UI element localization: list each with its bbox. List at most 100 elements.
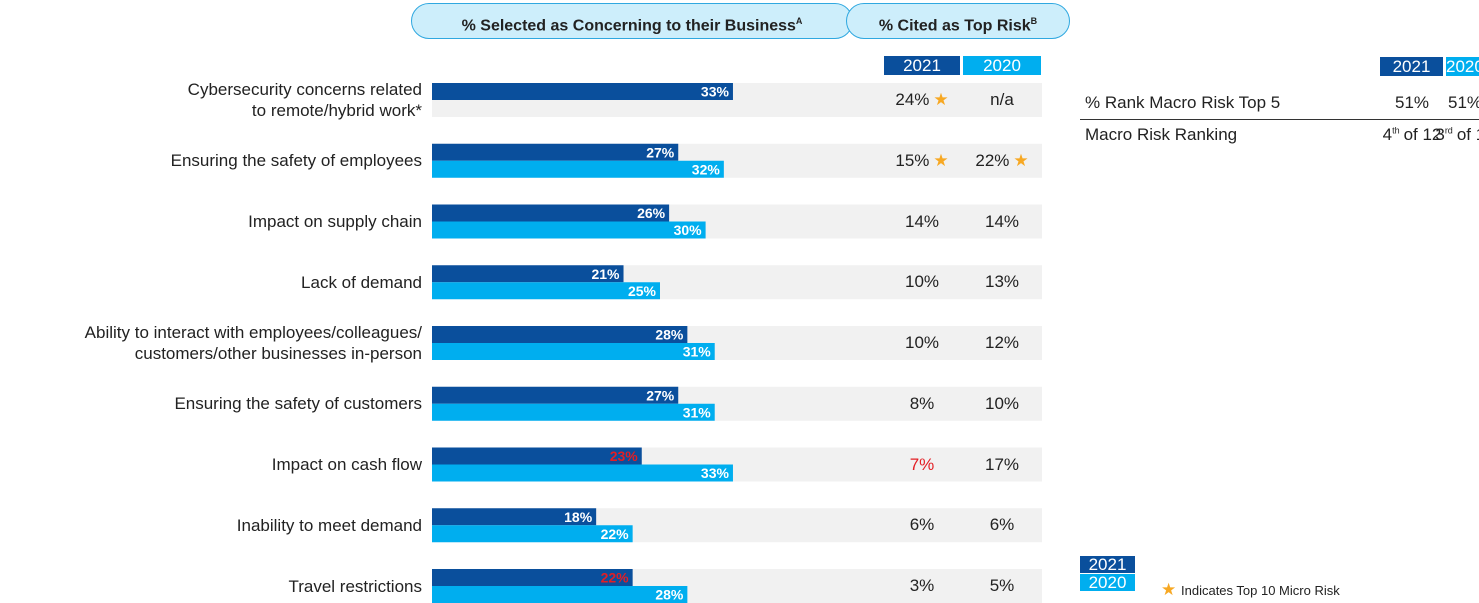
bar xyxy=(432,265,624,283)
category-label: Ensuring the safety of employees xyxy=(170,151,422,171)
bar xyxy=(432,525,633,543)
bar-label: 22% xyxy=(601,526,630,542)
star: ★ xyxy=(933,90,949,109)
bar-label: 23% xyxy=(610,448,639,464)
macro-cell: 51% xyxy=(1372,93,1452,113)
bar xyxy=(432,403,715,421)
header-pill: % Cited as Top RiskB xyxy=(846,3,1070,39)
top-risk-cell: 14% xyxy=(952,212,1052,232)
bar-label: 28% xyxy=(655,327,684,343)
bar-label: 18% xyxy=(564,509,593,525)
legend-swatch: 2021 xyxy=(1080,556,1135,573)
bar xyxy=(432,143,679,161)
top-risk-value: 15% xyxy=(895,150,930,170)
top-risk-cell: 24% ★ xyxy=(872,90,972,110)
top-risk-value: 14% xyxy=(904,211,940,231)
header-sup: A xyxy=(795,16,803,26)
category-label: Impact on supply chain xyxy=(248,212,422,231)
bar-label: 33% xyxy=(701,84,730,100)
top-risk-value: 10% xyxy=(984,393,1020,413)
bar xyxy=(432,160,724,178)
top-risk-cell: 22% ★ xyxy=(952,151,1052,171)
macro-tail: of 12 xyxy=(1456,125,1479,144)
macro-tail: of 12 xyxy=(1403,125,1442,144)
divider xyxy=(1080,119,1479,120)
year-header: 2021 xyxy=(884,56,960,75)
top-risk-cell: 10% xyxy=(872,333,972,353)
top-risk-value: 6% xyxy=(989,515,1015,535)
bar xyxy=(432,508,597,526)
macro-value: 4 xyxy=(1382,125,1393,144)
top-risk-value: 6% xyxy=(909,515,935,535)
bar xyxy=(432,447,642,465)
bar-label: 26% xyxy=(637,205,666,221)
top-risk-value: 10% xyxy=(904,272,940,292)
bar-label: 28% xyxy=(655,587,684,603)
category-label: Cybersecurity concerns related to remote… xyxy=(187,80,422,120)
bar-label: 31% xyxy=(683,344,712,360)
top-risk-cell: 5% xyxy=(952,576,1052,596)
year-header: 2021 xyxy=(1380,57,1443,76)
star: ★ xyxy=(933,150,949,170)
category-label: Travel restrictions xyxy=(288,576,422,596)
header-text: % Cited as Top Risk xyxy=(878,17,1031,35)
bar xyxy=(432,343,715,360)
top-risk-value: n/a xyxy=(990,90,1014,109)
top-risk-value: 10% xyxy=(904,333,940,352)
bar-label: 27% xyxy=(646,144,675,160)
top-risk-cell: 15% ★ xyxy=(872,151,972,171)
bar xyxy=(432,386,679,404)
top-risk-value: 5% xyxy=(989,576,1015,595)
macro-sup: th xyxy=(1392,125,1400,136)
macro-label: Macro Risk Ranking xyxy=(1085,125,1238,144)
top-risk-cell: 14% xyxy=(872,212,972,232)
top-risk-cell: 3% xyxy=(872,576,972,596)
macro-sup: rd xyxy=(1444,125,1453,136)
bar-label: 31% xyxy=(683,404,712,420)
header-text: % Selected as Concerning to their Busine… xyxy=(461,17,796,35)
category-label: Ensuring the safety of customers xyxy=(174,394,422,414)
category-label: Impact on cash flow xyxy=(271,455,422,474)
top-risk-value: 13% xyxy=(984,272,1020,292)
bar-label: 27% xyxy=(646,387,675,403)
top-risk-cell: 6% xyxy=(952,515,1052,535)
bar xyxy=(432,221,706,239)
bar xyxy=(432,83,733,100)
header-pill: % Selected as Concerning to their Busine… xyxy=(411,3,853,39)
top-risk-value: 8% xyxy=(909,393,935,413)
bar-label: 25% xyxy=(628,283,657,299)
year-header: 2020 xyxy=(963,56,1041,75)
top-risk-cell: 17% xyxy=(952,455,1052,475)
star: ★ xyxy=(1013,150,1029,170)
category-label: Lack of demand xyxy=(301,272,422,292)
bar-label: 33% xyxy=(701,465,730,481)
bar-label: 32% xyxy=(692,161,721,177)
bar xyxy=(432,464,733,482)
category-label: Inability to meet demand xyxy=(236,515,422,535)
top-risk-cell: 8% xyxy=(872,394,972,414)
top-risk-cell: 12% xyxy=(952,333,1052,353)
top-risk-value: 17% xyxy=(984,454,1020,474)
macro-cell: 4th of 12 xyxy=(1372,125,1452,145)
top-risk-cell: 10% xyxy=(872,272,972,292)
top-risk-value: 7% xyxy=(909,454,935,474)
top-risk-cell: n/a xyxy=(952,90,1052,110)
bar-label: 22% xyxy=(601,570,630,586)
legend-swatch: 2020 xyxy=(1080,574,1135,591)
top-risk-cell: 7% xyxy=(872,455,972,475)
top-risk-value: 3% xyxy=(909,576,935,595)
macro-value: 3 xyxy=(1435,125,1445,144)
bar-label: 21% xyxy=(591,266,620,282)
header-sup: B xyxy=(1030,16,1038,26)
bar xyxy=(432,282,660,300)
macro-cell: 51% xyxy=(1425,93,1479,113)
bar xyxy=(432,326,688,343)
top-risk-cell: 13% xyxy=(952,272,1052,292)
macro-value: 51% xyxy=(1394,93,1430,112)
macro-label: % Rank Macro Risk Top 5 xyxy=(1085,93,1281,112)
top-risk-value: 24% xyxy=(895,90,930,109)
bar xyxy=(432,204,670,222)
